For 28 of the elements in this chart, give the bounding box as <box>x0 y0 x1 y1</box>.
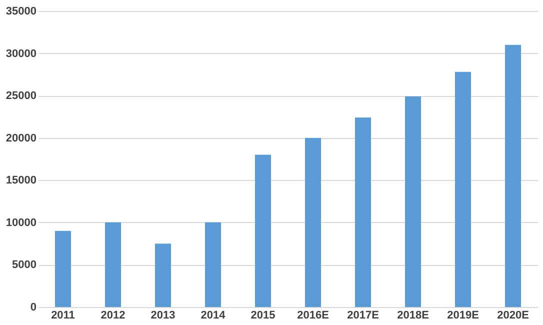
bar <box>355 118 371 307</box>
y-tick-label: 0 <box>30 302 36 314</box>
bar <box>105 222 121 307</box>
y-tick-label: 20000 <box>6 132 36 144</box>
y-tick-label: 15000 <box>6 174 36 187</box>
y-tick-label: 5000 <box>12 259 36 272</box>
x-tick-label: 2012 <box>100 310 126 322</box>
bar <box>255 154 271 307</box>
bar <box>405 96 421 307</box>
bar <box>155 244 171 307</box>
bar <box>205 222 221 307</box>
x-tick-label: 2015 <box>250 310 276 322</box>
y-tick-label: 30000 <box>6 48 36 60</box>
x-tick-label: 2017E <box>347 310 379 322</box>
x-tick-label: 2018E <box>397 310 429 322</box>
y-tick-label: 35000 <box>6 6 36 18</box>
x-tick-label: 2020E <box>497 310 529 322</box>
bar <box>455 72 471 307</box>
x-tick-label: 2016E <box>297 310 329 322</box>
x-tick-label: 2014 <box>200 310 226 322</box>
x-tick-label: 2011 <box>51 310 75 322</box>
bar <box>55 230 71 307</box>
x-tick-label: 2013 <box>150 310 176 322</box>
y-tick-label: 10000 <box>6 216 36 229</box>
y-tick-label: 25000 <box>6 90 36 102</box>
x-tick-label: 2019E <box>447 310 479 322</box>
bar <box>305 138 321 307</box>
bar <box>505 44 521 307</box>
